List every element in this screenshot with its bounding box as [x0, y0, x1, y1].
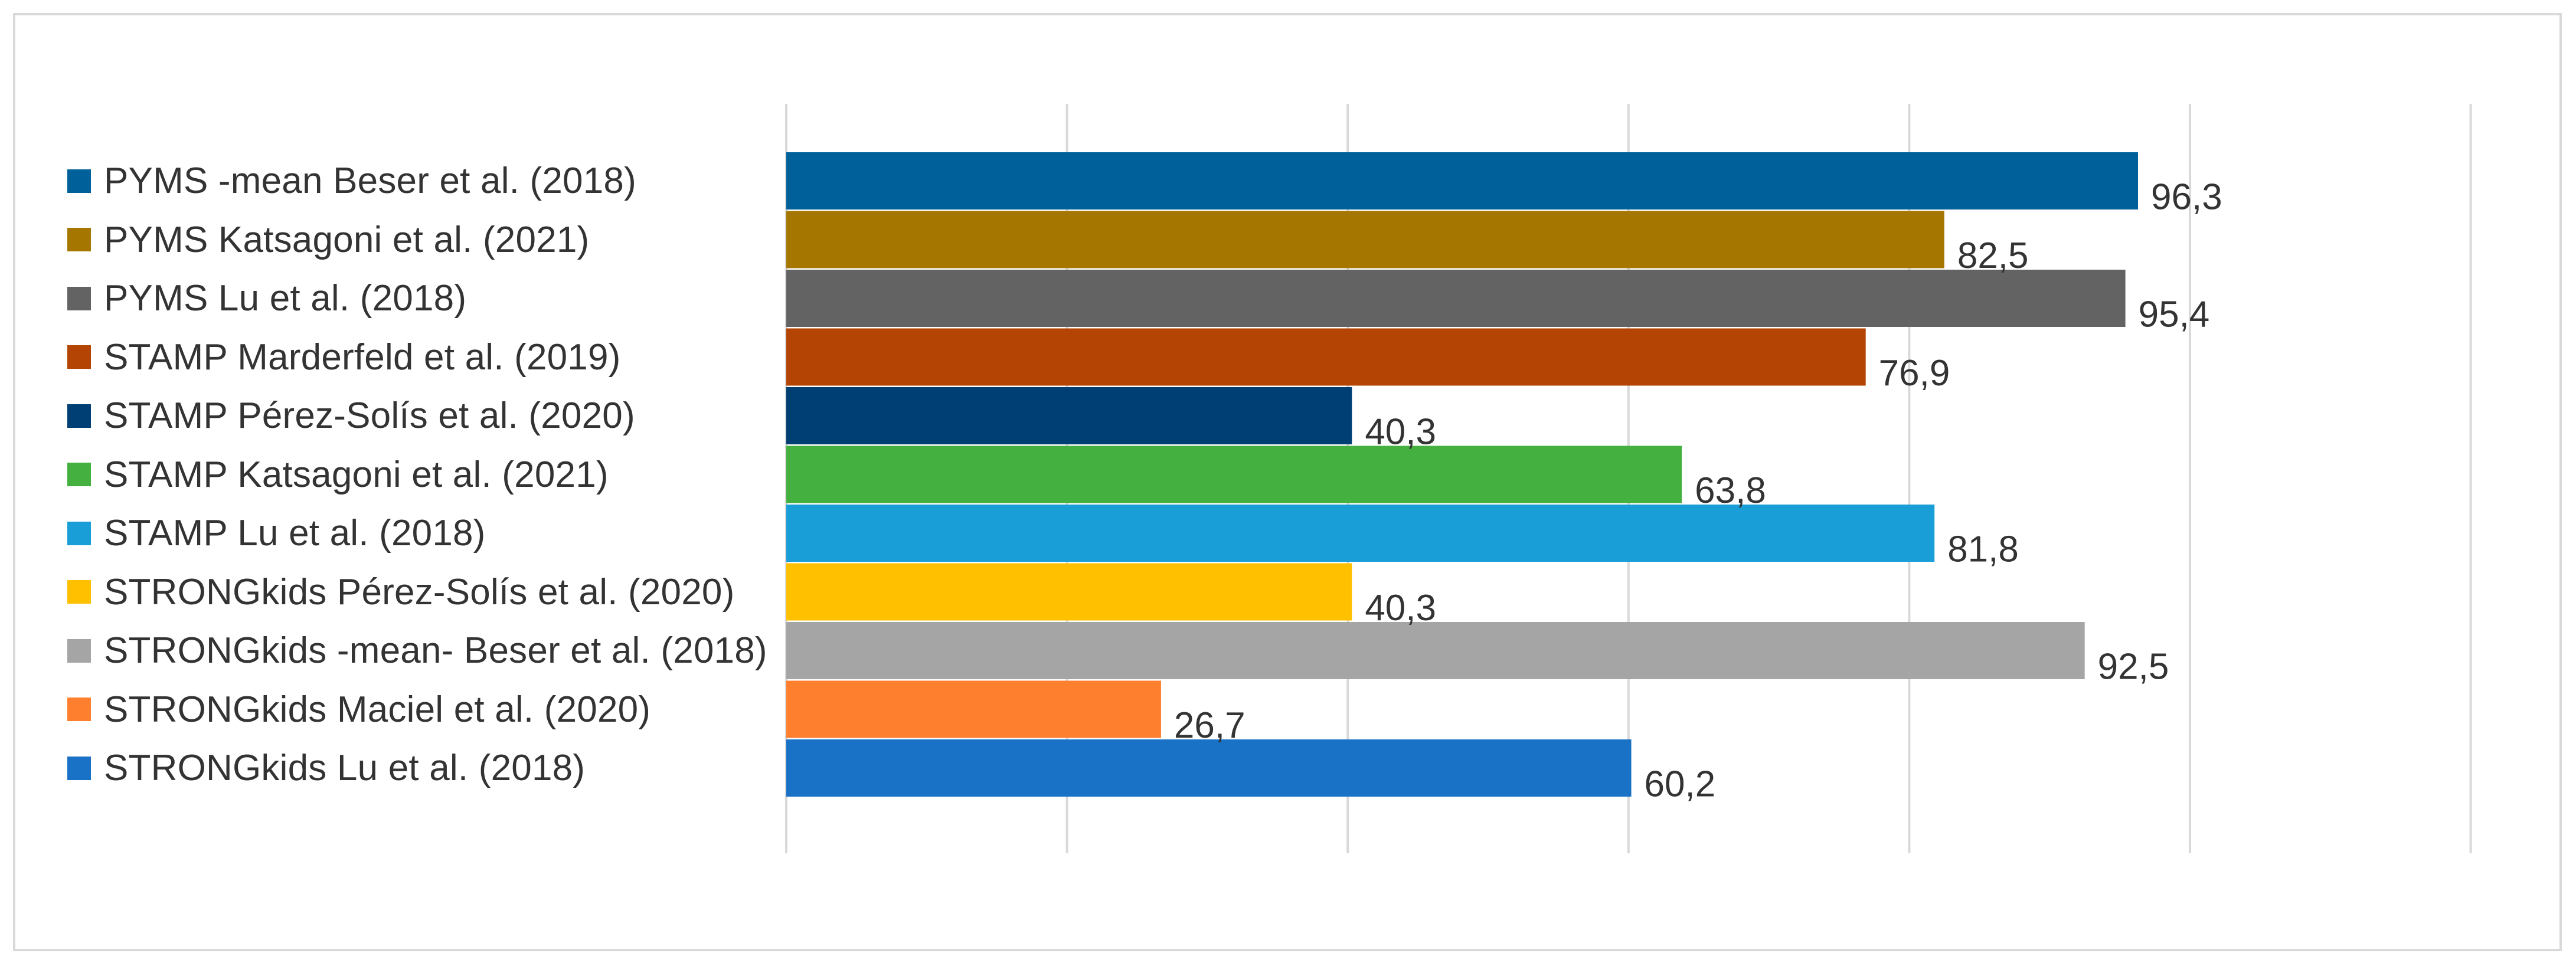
data-label: 40,3 — [1365, 588, 1436, 628]
bar — [786, 446, 1682, 503]
legend-item: PYMS -mean Beser et al. (2018) — [67, 158, 636, 205]
legend-label: STAMP Katsagoni et al. (2021) — [104, 454, 609, 495]
data-label: 26,7 — [1174, 705, 1245, 746]
data-label: 92,5 — [2098, 647, 2169, 687]
legend-swatch — [67, 638, 91, 663]
chart-frame: 96,3 82,5 95,4 76,9 40,3 63,8 81,8 40,3 92,5 26,7… — [13, 13, 2562, 951]
data-label: 82,5 — [1957, 235, 2029, 276]
legend-label: STAMP Marderfeld et al. (2019) — [104, 336, 621, 378]
bar-chart: 96,3 82,5 95,4 76,9 40,3 63,8 81,8 40,3 92,5 26,7… — [785, 104, 2472, 853]
data-label: 40,3 — [1365, 412, 1436, 453]
legend-label: PYMS Lu et al. (2018) — [104, 278, 467, 319]
legend-item: STAMP Pérez-Solís et al. (2020) — [67, 392, 635, 440]
legend-swatch — [67, 228, 91, 251]
legend-label: STRONGkids Maciel et al. (2020) — [104, 689, 651, 730]
legend-label: STRONGkids -mean- Beser et al. (2018) — [104, 630, 767, 671]
legend-item: STRONGkids -mean- Beser et al. (2018) — [67, 627, 767, 674]
data-label: 96,3 — [2151, 177, 2222, 218]
legend-label: STAMP Pérez-Solís et al. (2020) — [104, 395, 635, 436]
legend-item: STAMP Katsagoni et al. (2021) — [67, 451, 609, 498]
legend-swatch — [67, 580, 91, 604]
legend-swatch — [67, 463, 91, 486]
bar — [786, 328, 1866, 386]
bar — [786, 211, 1944, 268]
bar — [786, 622, 2085, 679]
legend-item: STAMP Marderfeld et al. (2019) — [67, 333, 621, 381]
bar — [786, 152, 2139, 209]
data-label: 60,2 — [1645, 764, 1716, 805]
legend-item: STRONGkids Maciel et al. (2020) — [67, 686, 650, 733]
data-label: 81,8 — [1947, 529, 2019, 570]
legend-item: STRONGkids Lu et al. (2018) — [67, 745, 585, 792]
legend-item: STRONGkids Pérez-Solís et al. (2020) — [67, 568, 734, 615]
legend-swatch — [67, 286, 91, 310]
data-label: 76,9 — [1879, 353, 1950, 394]
legend-item: STAMP Lu et al. (2018) — [67, 510, 486, 557]
legend-item: PYMS Lu et al. (2018) — [67, 275, 466, 322]
bar — [786, 563, 1352, 621]
legend-swatch — [67, 698, 91, 721]
legend-label: STAMP Lu et al. (2018) — [104, 513, 486, 554]
data-label: 95,4 — [2139, 294, 2210, 335]
bar — [786, 680, 1161, 738]
data-label: 63,8 — [1695, 470, 1766, 511]
legend-label: STRONGkids Pérez-Solís et al. (2020) — [104, 571, 735, 613]
legend-swatch — [67, 169, 91, 193]
bar — [786, 387, 1352, 444]
bar — [786, 739, 1632, 797]
bars — [786, 152, 2139, 797]
legend-label: STRONGkids Lu et al. (2018) — [104, 748, 586, 788]
legend-swatch — [67, 345, 91, 369]
value-labels: 96,3 82,5 95,4 76,9 40,3 63,8 81,8 40,3 92,5 26,7… — [1174, 177, 2222, 805]
legend-label: PYMS Katsagoni et al. (2021) — [104, 219, 590, 260]
legend-item: PYMS Katsagoni et al. (2021) — [67, 216, 589, 263]
legend-label: PYMS -mean Beser et al. (2018) — [104, 161, 636, 201]
bar — [786, 505, 1935, 562]
bar — [786, 270, 2126, 327]
legend-swatch — [67, 756, 91, 780]
legend-swatch — [67, 521, 91, 545]
legend-swatch — [67, 404, 91, 428]
